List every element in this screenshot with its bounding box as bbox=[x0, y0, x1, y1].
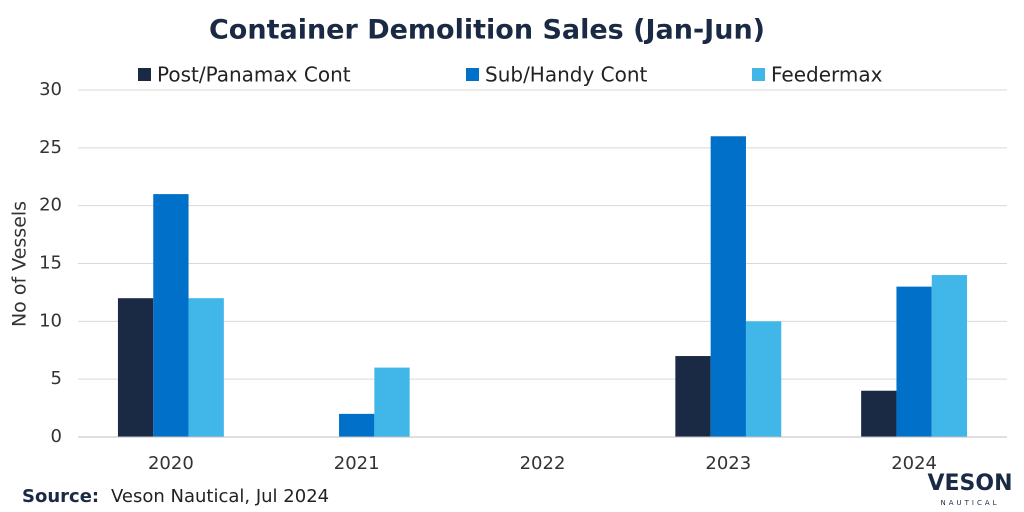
legend-label: Feedermax bbox=[771, 63, 883, 87]
y-tick-label: 20 bbox=[39, 195, 62, 216]
bar bbox=[675, 356, 711, 437]
y-tick-label: 30 bbox=[39, 79, 62, 100]
source-text: Veson Nautical, Jul 2024 bbox=[111, 486, 329, 507]
bar bbox=[153, 194, 189, 437]
legend-label: Post/Panamax Cont bbox=[157, 63, 351, 87]
bar bbox=[745, 321, 782, 437]
logo-name: VESON bbox=[927, 471, 1012, 496]
chart-title: Container Demolition Sales (Jan-Jun) bbox=[209, 15, 765, 46]
legend-swatch bbox=[466, 68, 479, 81]
source-label: Source: bbox=[22, 486, 99, 507]
legend-swatch bbox=[752, 68, 765, 81]
bar bbox=[896, 286, 932, 437]
logo-sub: NAUTICAL bbox=[940, 499, 999, 507]
bar bbox=[861, 390, 897, 437]
bar bbox=[710, 136, 746, 437]
bar bbox=[374, 367, 410, 437]
x-tick-label: 2022 bbox=[520, 453, 566, 474]
bar bbox=[931, 275, 968, 437]
y-tick-label: 15 bbox=[39, 253, 62, 274]
bar bbox=[188, 298, 224, 437]
bar bbox=[117, 298, 154, 437]
y-axis-label: No of Vessels bbox=[9, 201, 31, 327]
y-tick-label: 10 bbox=[39, 310, 62, 331]
y-tick-label: 25 bbox=[39, 137, 62, 158]
legend-label: Sub/Handy Cont bbox=[485, 63, 648, 87]
y-tick-label: 0 bbox=[51, 426, 62, 447]
x-tick-label: 2020 bbox=[148, 453, 194, 474]
x-tick-label: 2024 bbox=[891, 453, 937, 474]
x-tick-label: 2021 bbox=[334, 453, 380, 474]
y-tick-label: 5 bbox=[51, 368, 62, 389]
x-tick-label: 2023 bbox=[705, 453, 751, 474]
bar bbox=[339, 413, 375, 437]
legend-swatch bbox=[138, 68, 151, 81]
